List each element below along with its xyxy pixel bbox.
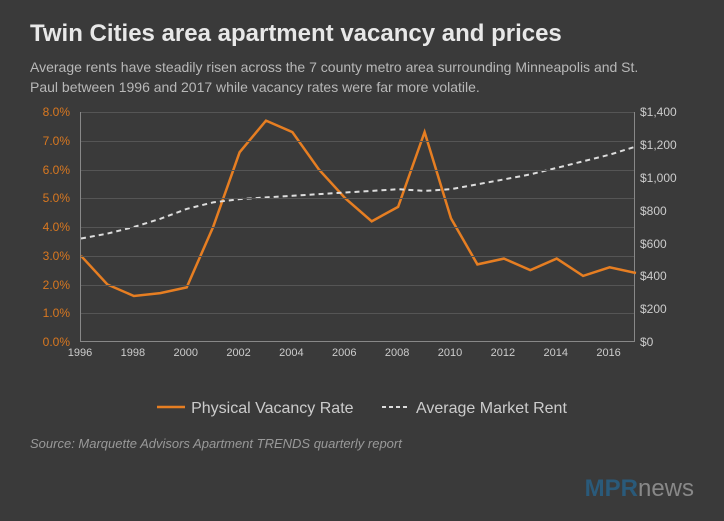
- y-right-tick: $1,200: [640, 138, 677, 152]
- y-right-tick: $800: [640, 204, 667, 218]
- chart-subtitle: Average rents have steadily risen across…: [30, 58, 650, 97]
- y-left-tick: 8.0%: [43, 105, 70, 119]
- brand-mpr: MPR: [585, 475, 638, 502]
- y-left-tick: 1.0%: [43, 306, 70, 320]
- x-tick: 1998: [121, 347, 145, 359]
- y-right-tick: $1,000: [640, 171, 677, 185]
- y-right-tick: $1,400: [640, 105, 677, 119]
- legend-swatch-solid: [157, 403, 185, 411]
- x-tick: 2012: [491, 347, 515, 359]
- legend-item-vacancy: Physical Vacancy Rate: [157, 400, 353, 418]
- x-tick: 2014: [543, 347, 567, 359]
- y-left-tick: 4.0%: [43, 220, 70, 234]
- y-axis-left: 0.0%1.0%2.0%3.0%4.0%5.0%6.0%7.0%8.0%: [30, 112, 75, 342]
- legend-label-rent: Average Market Rent: [416, 400, 567, 417]
- gridline: [81, 198, 634, 199]
- gridline: [81, 256, 634, 257]
- x-tick: 2008: [385, 347, 409, 359]
- series-line: [81, 121, 636, 296]
- y-axis-right: $0$200$400$600$800$1,000$1,200$1,400: [635, 112, 690, 342]
- chart-title: Twin Cities area apartment vacancy and p…: [30, 20, 694, 48]
- y-left-tick: 7.0%: [43, 134, 70, 148]
- gridline: [81, 112, 634, 113]
- legend-item-rent: Average Market Rent: [382, 400, 567, 418]
- gridline: [81, 227, 634, 228]
- y-left-tick: 2.0%: [43, 278, 70, 292]
- plot-area: [80, 112, 635, 342]
- x-tick: 2004: [279, 347, 303, 359]
- y-right-tick: $600: [640, 237, 667, 251]
- legend: Physical Vacancy Rate Average Market Ren…: [30, 400, 694, 418]
- y-left-tick: 0.0%: [43, 335, 70, 349]
- brand-logo: MPRnews: [585, 475, 694, 503]
- series-line: [81, 147, 636, 239]
- y-left-tick: 6.0%: [43, 163, 70, 177]
- gridline: [81, 141, 634, 142]
- chart-area: 0.0%1.0%2.0%3.0%4.0%5.0%6.0%7.0%8.0% $0$…: [30, 112, 690, 392]
- gridline: [81, 285, 634, 286]
- x-tick: 2002: [226, 347, 250, 359]
- x-tick: 1996: [68, 347, 92, 359]
- gridline: [81, 313, 634, 314]
- legend-swatch-dashed: [382, 403, 410, 411]
- y-right-tick: $0: [640, 335, 653, 349]
- source-text: Source: Marquette Advisors Apartment TRE…: [30, 436, 694, 451]
- gridline: [81, 170, 634, 171]
- brand-news: news: [638, 475, 694, 502]
- chart-container: Twin Cities area apartment vacancy and p…: [0, 0, 724, 521]
- x-tick: 2016: [596, 347, 620, 359]
- y-left-tick: 3.0%: [43, 249, 70, 263]
- x-tick: 2000: [173, 347, 197, 359]
- legend-label-vacancy: Physical Vacancy Rate: [191, 400, 353, 417]
- y-right-tick: $400: [640, 269, 667, 283]
- x-axis: 1996199820002002200420062008201020122014…: [80, 347, 635, 367]
- y-left-tick: 5.0%: [43, 191, 70, 205]
- x-tick: 2010: [438, 347, 462, 359]
- y-right-tick: $200: [640, 302, 667, 316]
- x-tick: 2006: [332, 347, 356, 359]
